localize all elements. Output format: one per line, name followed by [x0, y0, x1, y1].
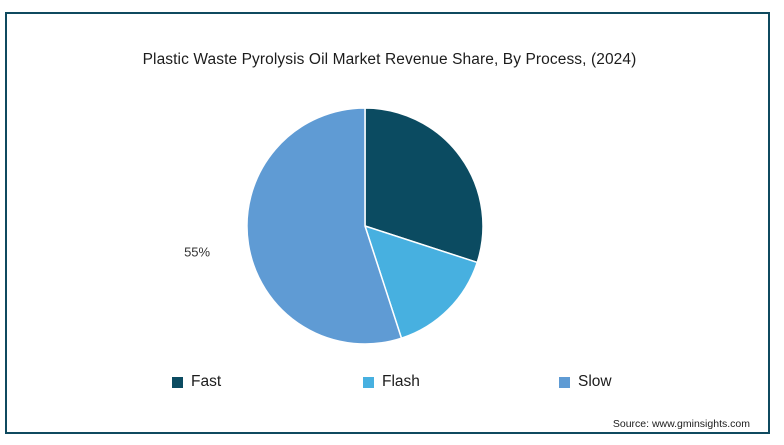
legend-swatch-flash — [363, 376, 374, 388]
data-label-slow: 55% — [184, 245, 210, 260]
chart-title: Plastic Waste Pyrolysis Oil Market Reven… — [142, 51, 637, 68]
source-note: Source: www.gminsights.com — [612, 418, 750, 430]
legend-swatch-fast — [172, 376, 183, 388]
legend-item-slow: Slow — [559, 373, 612, 391]
chart-frame: Plastic Waste Pyrolysis Oil Market Reven… — [5, 12, 770, 434]
pie-slice-slow — [246, 107, 403, 345]
pie-slice-fast — [364, 107, 484, 264]
legend-label-flash: Flash — [382, 373, 420, 390]
legend-label-slow: Slow — [578, 373, 612, 390]
legend-item-flash: Flash — [363, 373, 420, 391]
legend-item-fast: Fast — [172, 373, 221, 391]
pie-chart: 55% — [184, 107, 484, 345]
chart-legend: Fast Flash Slow — [7, 373, 772, 395]
legend-label-fast: Fast — [191, 373, 222, 390]
legend-swatch-slow — [559, 376, 570, 388]
